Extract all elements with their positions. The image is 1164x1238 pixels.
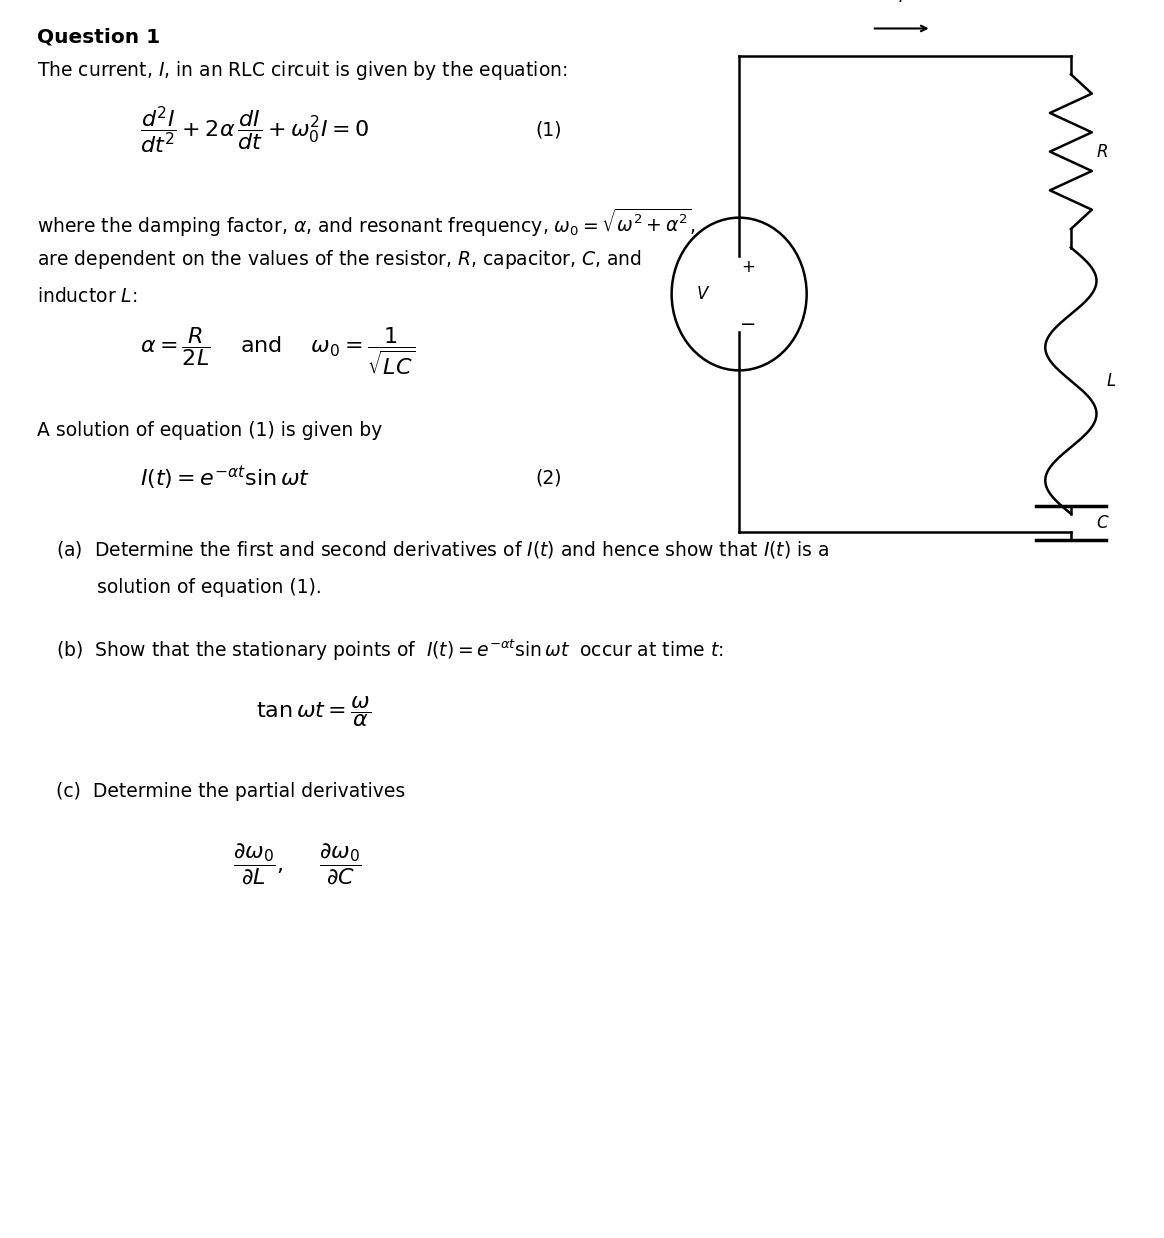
Text: solution of equation (1).: solution of equation (1). xyxy=(97,578,321,597)
Text: are dependent on the values of the resistor, $R$, capacitor, $C$, and: are dependent on the values of the resis… xyxy=(37,248,643,271)
Text: $\dfrac{\partial \omega_0}{\partial L}$,  $\quad\dfrac{\partial \omega_0}{\parti: $\dfrac{\partial \omega_0}{\partial L}$,… xyxy=(233,842,362,886)
Text: $\alpha = \dfrac{R}{2L}\quad$ and $\quad\omega_0 = \dfrac{1}{\sqrt{LC}}$: $\alpha = \dfrac{R}{2L}\quad$ and $\quad… xyxy=(140,326,416,378)
Text: A solution of equation (1) is given by: A solution of equation (1) is given by xyxy=(37,421,383,439)
Text: $R$: $R$ xyxy=(1096,142,1108,161)
Text: $L$: $L$ xyxy=(1106,371,1116,390)
Text: (b)  Show that the stationary points of  $I(t) = e^{-\alpha t} \sin \omega t$  o: (b) Show that the stationary points of $… xyxy=(56,638,723,664)
Text: $C$: $C$ xyxy=(1096,514,1110,532)
Text: (1): (1) xyxy=(535,120,562,140)
Text: inductor $L$:: inductor $L$: xyxy=(37,287,137,306)
Text: −: − xyxy=(740,316,757,334)
Text: (c)  Determine the partial derivatives: (c) Determine the partial derivatives xyxy=(56,782,405,801)
Text: $V$: $V$ xyxy=(696,285,710,303)
Text: Question 1: Question 1 xyxy=(37,27,161,46)
Text: where the damping factor, $\alpha$, and resonant frequency, $\omega_0 = \sqrt{\o: where the damping factor, $\alpha$, and … xyxy=(37,207,696,239)
Text: The current, $I$, in an RLC circuit is given by the equation:: The current, $I$, in an RLC circuit is g… xyxy=(37,59,568,83)
Text: $\dfrac{d^2I}{dt^2} + 2\alpha\,\dfrac{dI}{dt} + \omega_0^2 I = 0$: $\dfrac{d^2I}{dt^2} + 2\alpha\,\dfrac{dI… xyxy=(140,104,369,156)
Text: (2): (2) xyxy=(535,468,562,488)
Text: +: + xyxy=(741,258,755,276)
Text: $I(t) = e^{-\alpha t} \sin \omega t$: $I(t) = e^{-\alpha t} \sin \omega t$ xyxy=(140,464,310,491)
Text: $\tan \omega t = \dfrac{\omega}{\alpha}$: $\tan \omega t = \dfrac{\omega}{\alpha}$ xyxy=(256,695,371,729)
Text: $I$: $I$ xyxy=(899,0,904,6)
Text: (a)  Determine the first and second derivatives of $I(t)$ and hence show that $I: (a) Determine the first and second deriv… xyxy=(56,539,829,560)
